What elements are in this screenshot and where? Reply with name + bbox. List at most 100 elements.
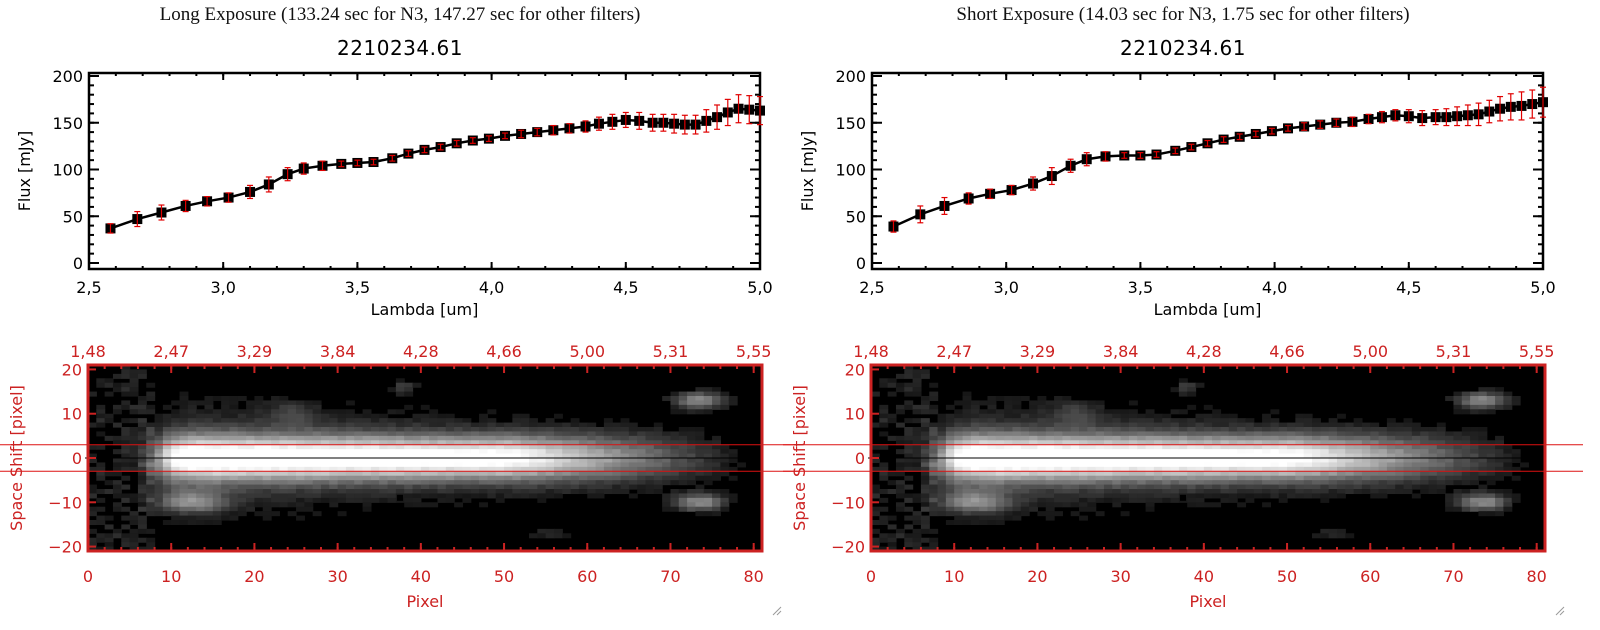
image-pixel bbox=[1486, 449, 1496, 455]
image-pixel bbox=[879, 533, 889, 539]
image-pixel bbox=[1087, 418, 1097, 424]
image-pixel bbox=[1353, 435, 1363, 441]
image-pixel bbox=[954, 462, 964, 468]
image-pixel bbox=[1270, 493, 1280, 499]
image-pixel bbox=[645, 462, 655, 468]
image-pixel bbox=[995, 506, 1005, 512]
image-pixel bbox=[929, 458, 939, 464]
image-pixel bbox=[429, 493, 439, 499]
image-pixel bbox=[687, 458, 697, 464]
image-pixel bbox=[196, 458, 206, 464]
image-pixel bbox=[929, 489, 939, 495]
image-pixel bbox=[1079, 449, 1088, 455]
image-pixel bbox=[1228, 493, 1238, 499]
image-pixel bbox=[420, 480, 430, 486]
image-pixel bbox=[337, 427, 347, 433]
image-pixel bbox=[603, 418, 613, 424]
image-pixel bbox=[1262, 435, 1272, 441]
image-pixel bbox=[296, 449, 305, 455]
image-pixel bbox=[1312, 435, 1321, 441]
image-pixel bbox=[1361, 462, 1371, 468]
image-pixel bbox=[246, 484, 256, 490]
image-pixel bbox=[96, 537, 106, 543]
image-pixel bbox=[129, 453, 139, 459]
image-pixel bbox=[887, 537, 897, 543]
image-pixel bbox=[1220, 449, 1230, 455]
image-pixel bbox=[929, 462, 939, 468]
image-pixel bbox=[1511, 453, 1521, 459]
image-pixel bbox=[1445, 435, 1455, 441]
image-pixel bbox=[88, 484, 97, 490]
image-pixel bbox=[1287, 489, 1296, 495]
image-pixel bbox=[1045, 502, 1055, 508]
image-pixel bbox=[1103, 413, 1113, 419]
image-pixel bbox=[1328, 489, 1338, 495]
image-pixel bbox=[979, 444, 989, 450]
image-pixel bbox=[462, 462, 472, 468]
image-pixel bbox=[537, 453, 547, 459]
image-pixel bbox=[1328, 427, 1338, 433]
image-pixel bbox=[404, 453, 414, 459]
image-pixel bbox=[1370, 435, 1380, 441]
image-pixel bbox=[1428, 466, 1438, 472]
image-pixel bbox=[703, 458, 713, 464]
image-pixel bbox=[470, 427, 480, 433]
image-pixel bbox=[1087, 493, 1097, 499]
image-pixel bbox=[162, 502, 172, 508]
image-pixel bbox=[1303, 435, 1313, 441]
image-pixel bbox=[395, 435, 405, 441]
image-pixel bbox=[470, 458, 480, 464]
image-pixel bbox=[296, 462, 305, 468]
image-pixel bbox=[379, 471, 389, 477]
image-pixel bbox=[412, 422, 422, 428]
image-pixel bbox=[1103, 458, 1113, 464]
image-pixel bbox=[1237, 427, 1247, 433]
image-pixel bbox=[945, 422, 955, 428]
image-pixel bbox=[1270, 440, 1280, 446]
image-pixel bbox=[1070, 462, 1080, 468]
image-pixel bbox=[570, 471, 580, 477]
image-pixel bbox=[1153, 480, 1163, 486]
image-pixel bbox=[304, 440, 314, 446]
image-pixel bbox=[1453, 449, 1463, 455]
image-pixel bbox=[962, 435, 972, 441]
x-axis-label: Lambda [um] bbox=[1154, 300, 1262, 319]
image-pixel bbox=[587, 431, 597, 437]
image-pixel bbox=[1237, 453, 1247, 459]
image-pixel bbox=[1386, 440, 1396, 446]
image-pixel bbox=[1287, 422, 1296, 428]
image-pixel bbox=[570, 422, 580, 428]
image-pixel bbox=[1470, 435, 1480, 441]
image-pixel bbox=[595, 458, 605, 464]
image-pixel bbox=[379, 418, 389, 424]
image-pixel bbox=[329, 431, 339, 437]
image-pixel bbox=[1353, 427, 1363, 433]
image-pixel bbox=[1486, 502, 1496, 508]
resize-grip-icon[interactable] bbox=[1555, 606, 1565, 616]
image-pixel bbox=[1420, 489, 1430, 495]
image-pixel bbox=[1187, 462, 1197, 468]
image-pixel bbox=[262, 497, 272, 503]
image-pixel bbox=[1212, 449, 1222, 455]
image-pixel bbox=[1037, 444, 1047, 450]
resize-grip-icon[interactable] bbox=[772, 606, 782, 616]
image-pixel bbox=[345, 497, 355, 503]
image-pixel bbox=[329, 484, 339, 490]
image-pixel bbox=[603, 475, 613, 481]
image-pixel bbox=[1445, 480, 1455, 486]
image-pixel bbox=[645, 475, 655, 481]
image-pixel bbox=[1120, 471, 1130, 477]
image-pixel bbox=[1395, 471, 1405, 477]
image-pixel bbox=[1395, 453, 1405, 459]
image-pixel bbox=[1020, 449, 1030, 455]
image-pixel bbox=[1004, 431, 1014, 437]
image-pixel bbox=[687, 431, 697, 437]
image-pixel bbox=[545, 533, 555, 539]
image-pixel bbox=[1237, 435, 1247, 441]
image-pixel bbox=[146, 511, 156, 517]
image-pixel bbox=[512, 449, 522, 455]
image-pixel bbox=[1012, 511, 1022, 517]
image-pixel bbox=[279, 404, 289, 410]
image-pixel bbox=[1453, 466, 1463, 472]
image-pixel bbox=[495, 427, 505, 433]
